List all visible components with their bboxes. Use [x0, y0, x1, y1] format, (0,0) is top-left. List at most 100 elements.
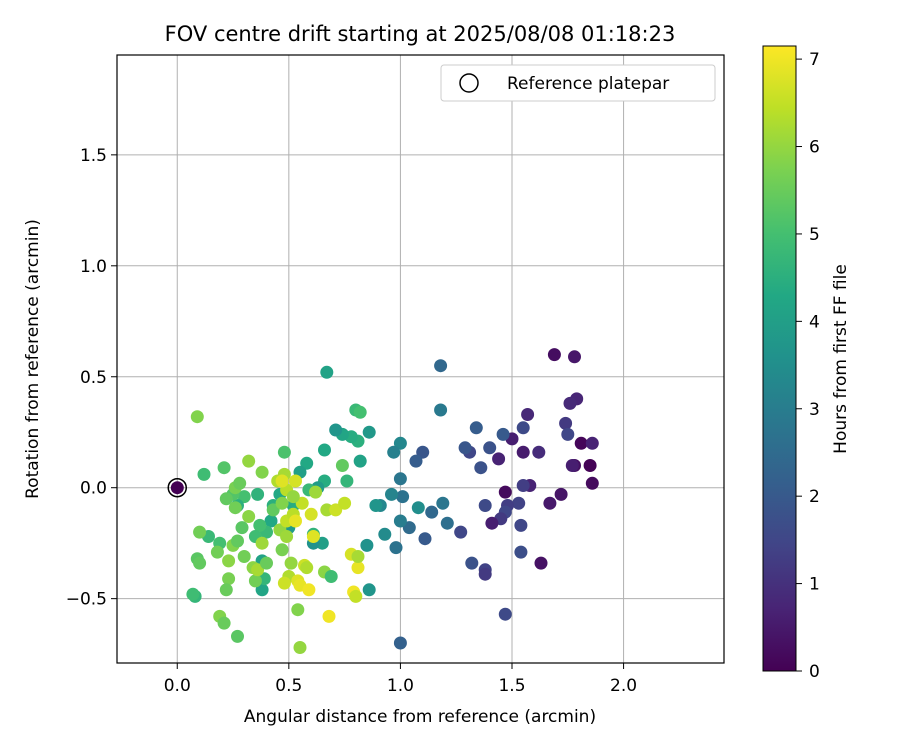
- data-point: [516, 421, 530, 435]
- data-point: [329, 423, 343, 437]
- data-point: [286, 490, 300, 504]
- data-point: [277, 445, 291, 459]
- colorbar-tick-label: 0: [809, 662, 820, 682]
- data-point: [492, 452, 506, 466]
- data-point: [474, 461, 488, 475]
- data-point: [335, 459, 349, 472]
- data-point: [434, 359, 448, 373]
- data-point: [440, 516, 454, 530]
- data-point: [351, 550, 365, 563]
- data-point: [378, 527, 392, 541]
- data-point: [585, 436, 599, 450]
- data-point: [393, 514, 407, 528]
- data-point: [385, 487, 398, 501]
- data-point: [351, 561, 365, 575]
- data-point: [418, 532, 432, 546]
- data-point: [516, 445, 530, 459]
- data-point: [425, 505, 439, 519]
- data-point: [514, 518, 528, 532]
- data-point: [496, 427, 510, 441]
- data-point: [583, 459, 597, 472]
- data-point: [329, 503, 343, 517]
- data-point: [340, 474, 354, 488]
- data-point: [318, 443, 331, 457]
- data-point: [349, 589, 363, 603]
- colorbar-tick-label: 6: [809, 138, 820, 158]
- data-point: [237, 550, 251, 563]
- data-point: [231, 629, 244, 643]
- data-point: [483, 441, 497, 455]
- data-point: [219, 492, 233, 506]
- data-point: [170, 481, 184, 495]
- data-point: [277, 576, 291, 590]
- colorbar-tick-label: 5: [809, 225, 820, 245]
- data-point: [260, 556, 273, 570]
- data-point: [255, 536, 269, 550]
- data-point: [512, 496, 526, 510]
- data-point: [322, 609, 336, 623]
- y-axis-ticks: −0.5 0.0 0.5 1.0 1.5: [66, 146, 117, 610]
- data-point: [231, 534, 244, 548]
- data-point: [291, 603, 305, 617]
- data-point: [280, 530, 294, 543]
- data-point: [465, 556, 479, 570]
- data-point: [478, 499, 492, 512]
- data-point: [563, 396, 577, 410]
- data-point: [197, 467, 211, 481]
- colorbar-tick-label: 2: [809, 487, 820, 507]
- data-point: [304, 507, 318, 521]
- legend-label: Reference platepar: [507, 74, 669, 94]
- data-point: [434, 403, 448, 417]
- data-point: [369, 499, 383, 512]
- data-point: [275, 474, 289, 488]
- colorbar-gradient: [762, 45, 797, 672]
- data-point: [362, 425, 376, 439]
- colorbar-tick-label: 1: [809, 575, 820, 595]
- x-tick-label: 0.5: [275, 676, 302, 696]
- data-point: [387, 445, 401, 459]
- colorbar-tick-label: 3: [809, 400, 820, 420]
- data-point: [300, 561, 314, 575]
- data-point: [242, 510, 256, 523]
- data-point: [585, 476, 599, 490]
- data-point: [242, 454, 256, 468]
- data-point: [295, 496, 309, 510]
- data-point: [554, 487, 568, 501]
- data-points: [170, 348, 599, 654]
- data-point: [393, 436, 407, 450]
- data-point: [362, 583, 376, 597]
- data-point: [309, 485, 323, 499]
- y-axis-label: Rotation from reference (arcmin): [23, 219, 43, 499]
- x-tick-label: 1.5: [498, 676, 525, 696]
- data-point: [315, 536, 329, 550]
- data-point: [574, 436, 588, 450]
- data-point: [396, 490, 410, 504]
- plot-frame: [116, 54, 725, 664]
- data-point: [547, 348, 561, 362]
- data-point: [193, 525, 207, 539]
- data-point: [338, 496, 352, 510]
- data-point: [219, 583, 233, 597]
- chart-title: FOV centre drift starting at 2025/08/08 …: [165, 22, 676, 46]
- data-point: [353, 454, 367, 468]
- data-point: [251, 487, 265, 501]
- y-tick-label: 1.0: [80, 257, 107, 277]
- data-point: [264, 514, 278, 528]
- colorbar-ticks: 0 1 2 3 4 5 6 7: [796, 50, 820, 682]
- data-point: [320, 503, 334, 517]
- y-tick-label: 0.5: [80, 368, 107, 388]
- data-point: [237, 490, 251, 504]
- data-point: [266, 503, 280, 517]
- data-point: [498, 607, 512, 621]
- legend-marker-icon: [459, 73, 479, 93]
- data-point: [255, 465, 269, 479]
- data-point: [193, 556, 207, 570]
- data-point: [516, 479, 530, 492]
- data-point: [532, 445, 546, 459]
- legend: Reference platepar: [440, 64, 716, 102]
- data-point: [561, 427, 575, 441]
- data-point: [416, 445, 430, 459]
- y-tick-label: 1.5: [80, 146, 107, 166]
- colorbar: 0 1 2 3 4 5 6 7 Hours from first FF file: [762, 45, 851, 682]
- data-point: [514, 545, 528, 559]
